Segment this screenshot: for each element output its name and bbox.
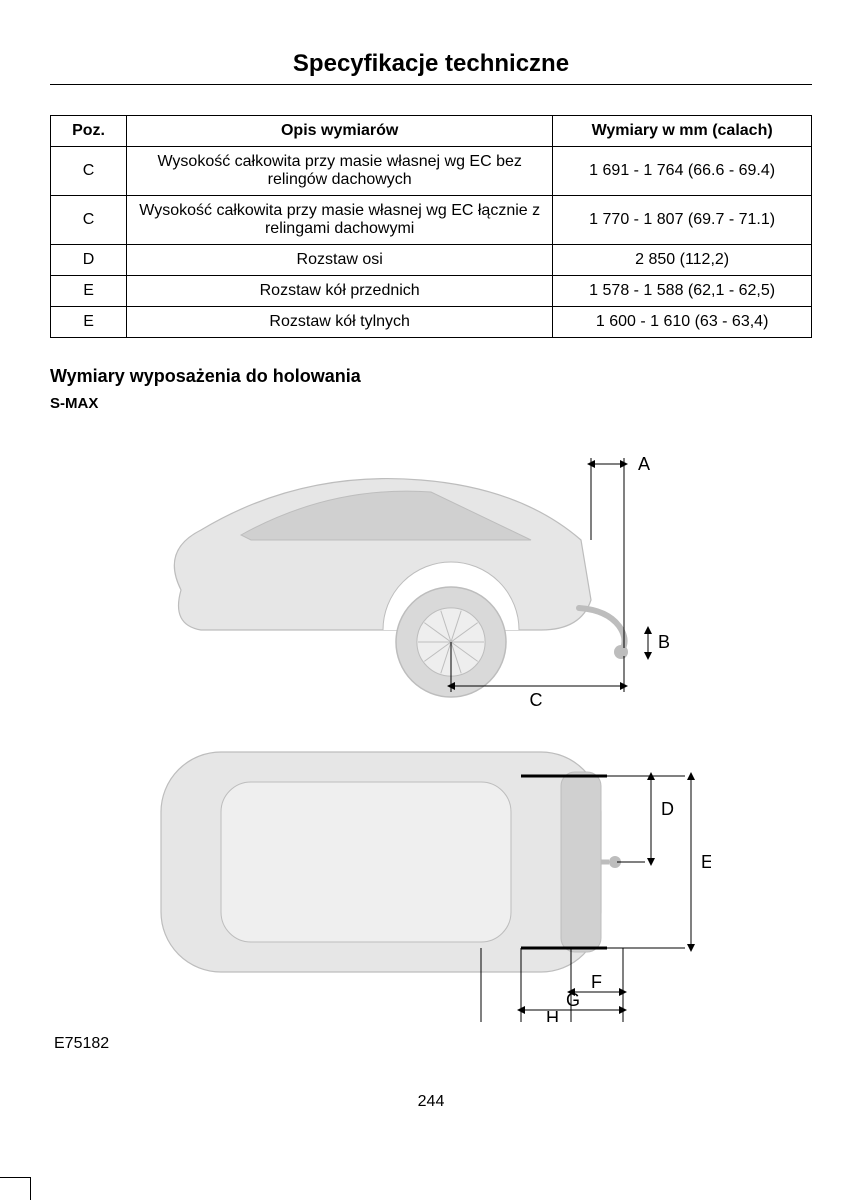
svg-text:H: H	[546, 1008, 559, 1022]
page-number: 244	[50, 1093, 812, 1111]
th-poz: Poz.	[51, 116, 127, 147]
th-wym: Wymiary w mm (calach)	[553, 116, 812, 147]
page-corner-mark	[0, 1177, 31, 1200]
svg-text:A: A	[638, 454, 650, 474]
cell-wym: 1 691 - 1 764 (66.6 - 69.4)	[553, 147, 812, 196]
table-row: DRozstaw osi2 850 (112,2)	[51, 245, 812, 276]
cell-poz: E	[51, 276, 127, 307]
cell-opis: Wysokość całkowita przy masie własnej wg…	[127, 147, 553, 196]
cell-opis: Rozstaw kół przednich	[127, 276, 553, 307]
model-label: S-MAX	[50, 395, 812, 412]
cell-wym: 1 770 - 1 807 (69.7 - 71.1)	[553, 196, 812, 245]
svg-text:F: F	[591, 972, 602, 992]
title-rule	[50, 84, 812, 85]
table-header-row: Poz. Opis wymiarów Wymiary w mm (calach)	[51, 116, 812, 147]
cell-opis: Rozstaw kół tylnych	[127, 307, 553, 338]
cell-opis: Wysokość całkowita przy masie własnej wg…	[127, 196, 553, 245]
th-opis: Opis wymiarów	[127, 116, 553, 147]
towing-dimensions-diagram: A B C D E FGH	[151, 432, 711, 1022]
page-title: Specyfikacje techniczne	[50, 50, 812, 78]
svg-text:D: D	[661, 799, 674, 819]
table-row: ERozstaw kół tylnych1 600 - 1 610 (63 - …	[51, 307, 812, 338]
cell-poz: E	[51, 307, 127, 338]
svg-text:B: B	[658, 632, 670, 652]
svg-text:E: E	[701, 852, 711, 872]
table-row: CWysokość całkowita przy masie własnej w…	[51, 196, 812, 245]
svg-text:C: C	[530, 690, 543, 710]
svg-text:G: G	[566, 990, 580, 1010]
cell-wym: 1 600 - 1 610 (63 - 63,4)	[553, 307, 812, 338]
cell-opis: Rozstaw osi	[127, 245, 553, 276]
cell-wym: 2 850 (112,2)	[553, 245, 812, 276]
cell-poz: D	[51, 245, 127, 276]
table-row: ERozstaw kół przednich1 578 - 1 588 (62,…	[51, 276, 812, 307]
figure-wrap: A B C D E FGH E75182	[50, 432, 812, 1053]
table-row: CWysokość całkowita przy masie własnej w…	[51, 147, 812, 196]
figure-code: E75182	[54, 1035, 812, 1053]
cell-poz: C	[51, 147, 127, 196]
cell-poz: C	[51, 196, 127, 245]
section-heading: Wymiary wyposażenia do holowania	[50, 366, 812, 387]
spec-table: Poz. Opis wymiarów Wymiary w mm (calach)…	[50, 115, 812, 338]
cell-wym: 1 578 - 1 588 (62,1 - 62,5)	[553, 276, 812, 307]
